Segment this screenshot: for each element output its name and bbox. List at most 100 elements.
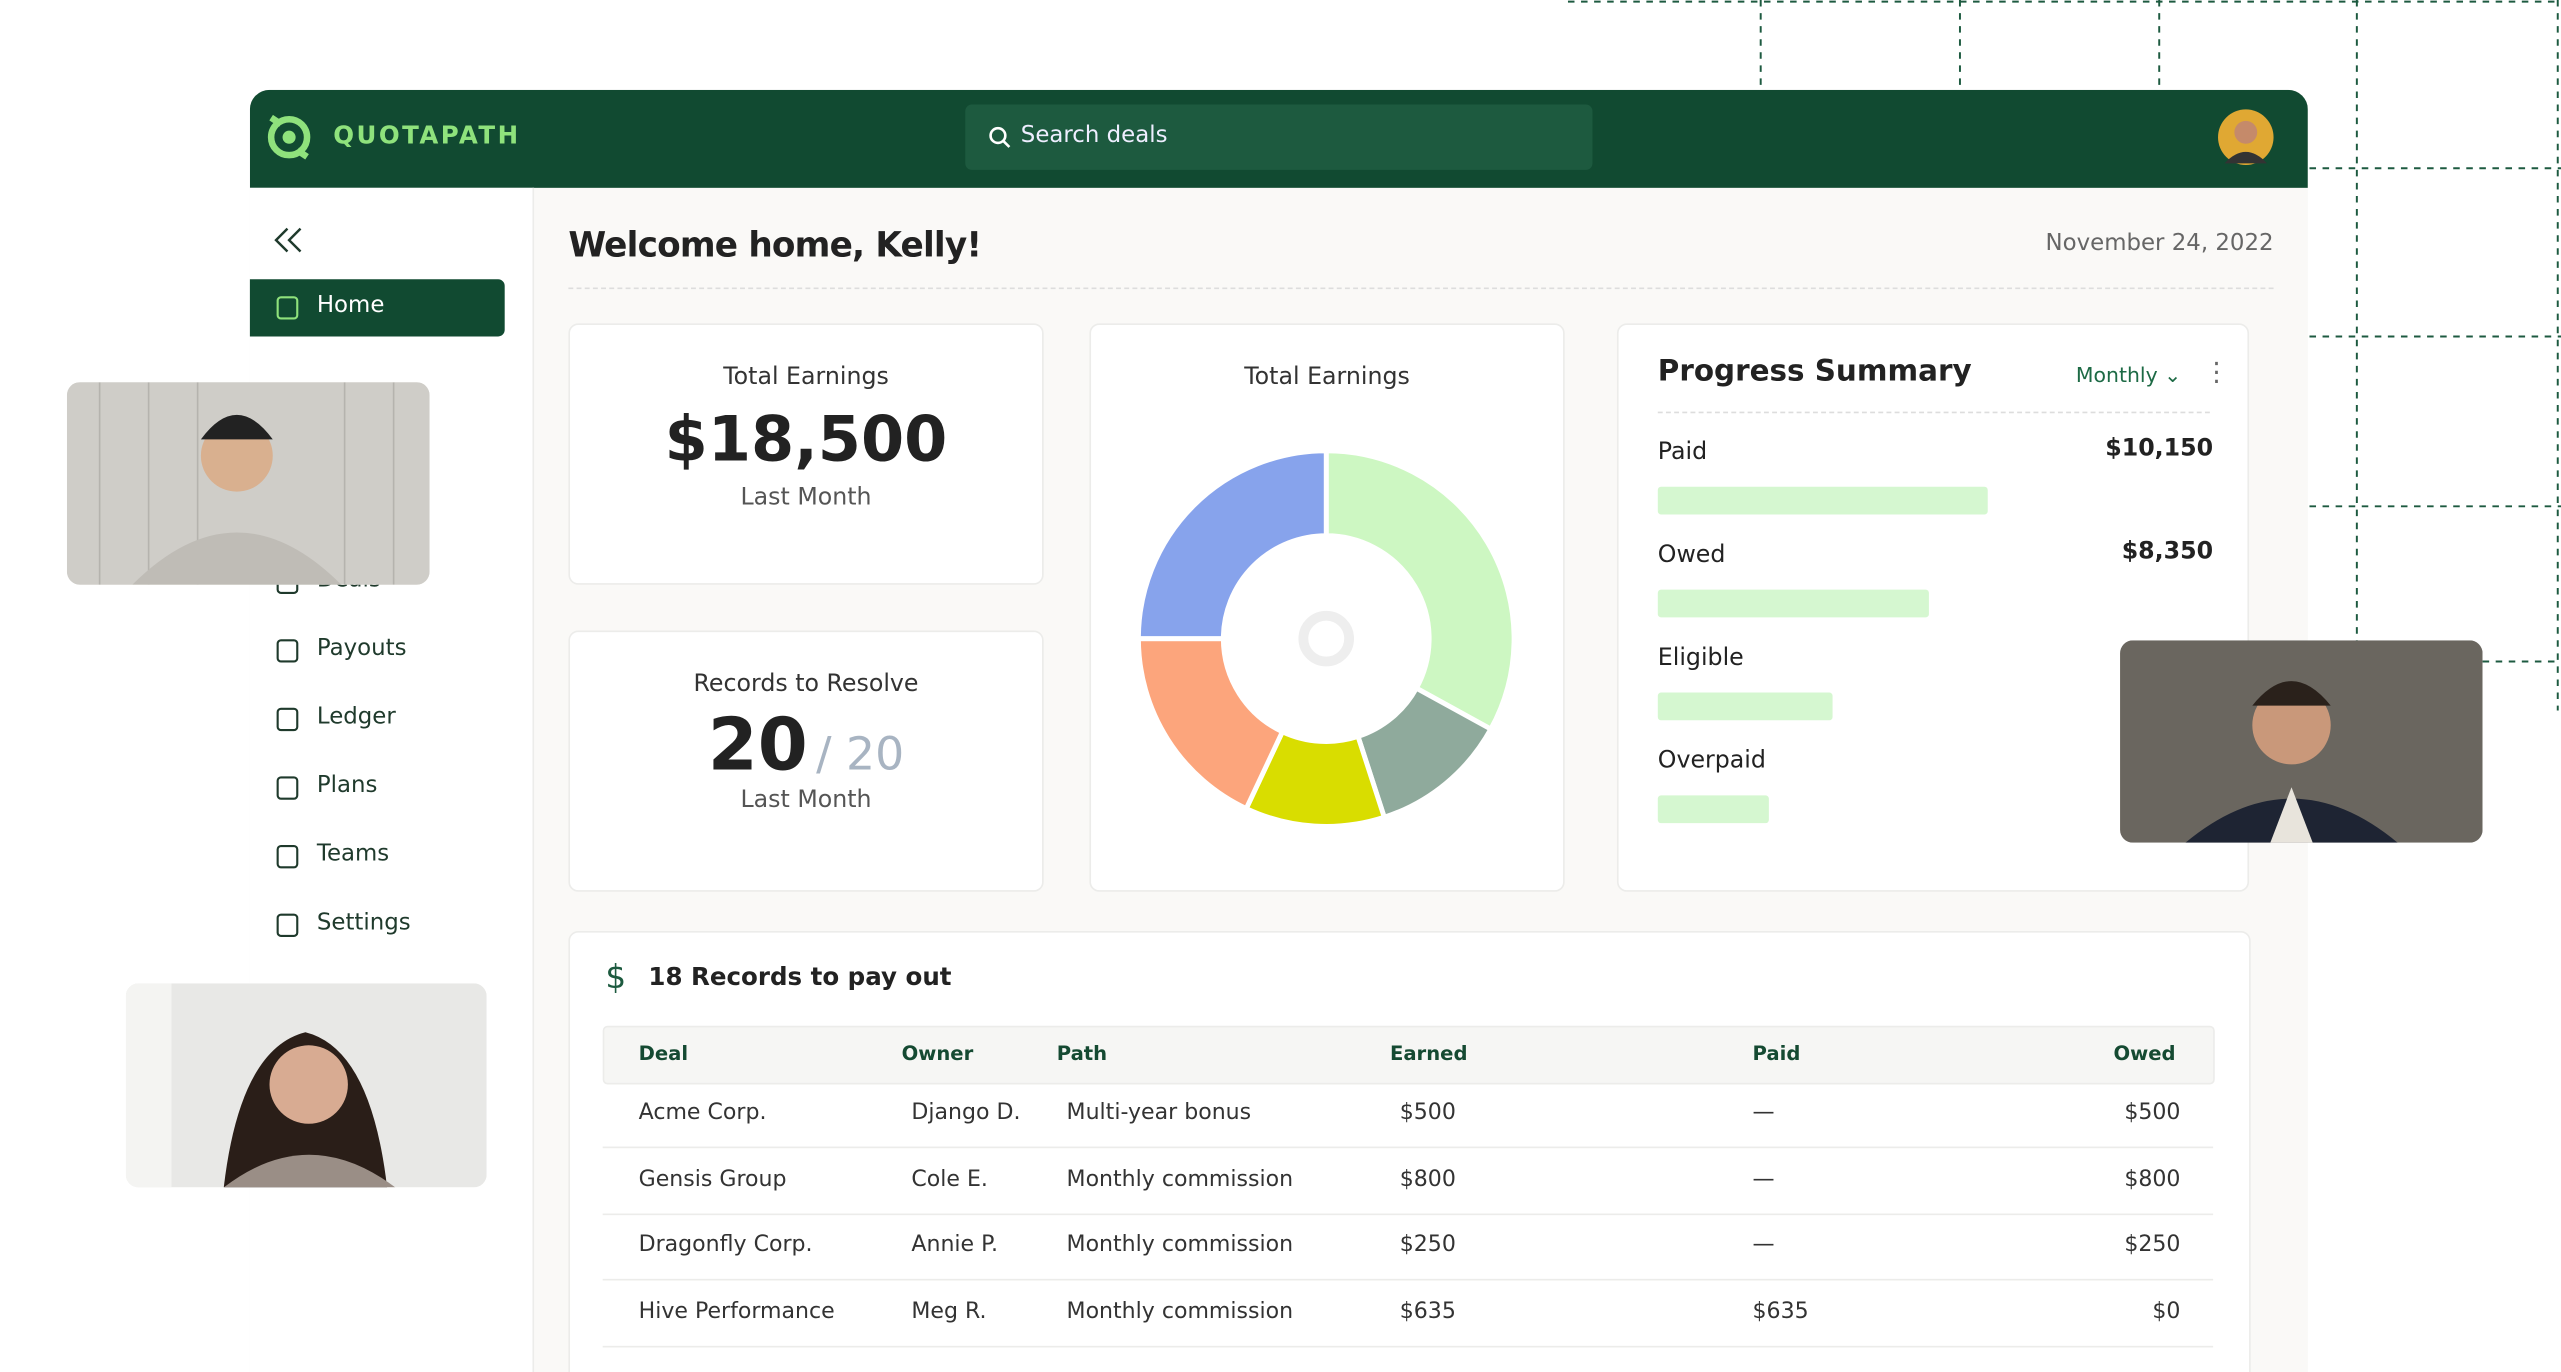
welcome: Welcome home, Kelly!	[568, 225, 982, 265]
column-header: Owed	[2113, 1042, 2176, 1065]
search-icon	[989, 126, 1011, 148]
table-cell: $800	[2124, 1165, 2181, 1192]
nav-icon	[276, 913, 299, 937]
search-placeholder: Search deals	[1020, 122, 1168, 149]
nav-icon	[276, 296, 299, 320]
nav-icon	[276, 707, 299, 732]
table-cell: Gensis Group	[638, 1165, 787, 1192]
nav-item[interactable]: Plans	[316, 772, 378, 799]
table-cell: Monthly commission	[1066, 1165, 1294, 1192]
divider	[568, 287, 2274, 290]
table-cell: Monthly commission	[1066, 1231, 1294, 1258]
donut-card: Total Earnings	[1089, 323, 1565, 892]
progress-label: Paid	[1657, 439, 1708, 466]
row-divider	[602, 1345, 2214, 1348]
nav-icon	[276, 844, 299, 869]
row-divider	[602, 1279, 2214, 1281]
icon-shape	[276, 707, 299, 732]
dollar-icon: $	[605, 960, 626, 996]
divider	[1657, 411, 2210, 414]
donut-chart	[1135, 448, 1517, 829]
earnings-card: Total Earnings $18,500 Last Month	[568, 323, 1044, 585]
column-header: Path	[1056, 1042, 1108, 1065]
table-cell: —	[1752, 1165, 1775, 1192]
table-cell: —	[1752, 1099, 1775, 1126]
progress-label: Overpaid	[1657, 748, 1766, 775]
column-header: Earned	[1389, 1042, 1468, 1065]
search-box[interactable]: Search deals	[965, 104, 1593, 170]
progress-bar	[1657, 486, 1988, 515]
nav-icon	[276, 776, 299, 800]
table-cell: $800	[1399, 1165, 1456, 1192]
logo	[267, 114, 311, 160]
collapse-icon[interactable]	[271, 225, 307, 254]
card-value: 20	[707, 703, 808, 788]
icon-shape	[276, 913, 299, 937]
nav-icon	[276, 639, 299, 663]
donut-segment	[1135, 448, 1329, 642]
table-cell: —	[1752, 1231, 1775, 1258]
table-cell: Dragonfly Corp.	[638, 1231, 813, 1258]
nav-item[interactable]: Ledger	[316, 703, 396, 731]
nav-item[interactable]: Payouts	[316, 635, 407, 662]
donut-title: Total Earnings	[1244, 364, 1410, 391]
progress-label: Eligible	[1657, 645, 1744, 672]
row-divider	[602, 1212, 2214, 1215]
nav-item[interactable]: Settings	[316, 909, 411, 936]
column-header: Paid	[1752, 1042, 1801, 1065]
table-cell: $500	[2124, 1099, 2181, 1126]
progress-value: $10,150	[2105, 436, 2214, 463]
video-participant	[66, 382, 430, 585]
icon-shape	[276, 639, 299, 663]
table-card: $ 18 Records to pay out Deal Owner Path Ear…	[568, 930, 2251, 1372]
svg-text:$: $	[605, 960, 626, 996]
progress-bar	[1657, 795, 1769, 824]
video-participant	[125, 983, 487, 1188]
table-cell: $635	[1752, 1298, 1809, 1325]
table-cell: Monthly commission	[1066, 1298, 1294, 1325]
table-header	[602, 1025, 2215, 1085]
card-period: Last Month	[740, 787, 872, 814]
user-avatar[interactable]	[2216, 108, 2275, 167]
table-cell: Annie P.	[911, 1231, 998, 1258]
period-dropdown[interactable]: Monthly ⌄	[2075, 362, 2182, 388]
table-cell: $250	[2124, 1231, 2181, 1258]
column-header: Deal	[638, 1042, 689, 1065]
table-title: 18 Records to pay out	[648, 962, 952, 992]
table-cell: Meg R.	[911, 1298, 987, 1325]
nav-active	[249, 279, 505, 337]
period-label: Monthly	[2075, 362, 2158, 388]
row-divider	[602, 1146, 2214, 1149]
card-value: $18,500	[664, 403, 948, 476]
card-total: / 20	[816, 726, 905, 781]
icon-shape	[276, 776, 299, 800]
records-card: Records to Resolve 20 / 20 Last Month	[568, 630, 1044, 892]
card-title: Records to Resolve	[693, 671, 919, 698]
donut-segment	[1323, 448, 1517, 733]
nav-item[interactable]: Home	[316, 292, 385, 319]
table-cell: Acme Corp.	[638, 1099, 767, 1126]
progress-bar	[1657, 589, 1929, 618]
donut-segment	[1135, 636, 1286, 812]
icon-shape	[276, 296, 299, 320]
card-title: Total Earnings	[723, 364, 889, 391]
progress-label: Owed	[1657, 542, 1726, 569]
column-header: Owner	[901, 1042, 974, 1065]
table-cell: $635	[1399, 1298, 1456, 1325]
table-cell: $500	[1399, 1099, 1456, 1126]
table-cell: Cole E.	[911, 1165, 988, 1192]
video-participant	[2120, 640, 2483, 843]
date: November 24, 2022	[2045, 230, 2274, 257]
card-period: Last Month	[740, 485, 872, 512]
table-cell: Multi-year bonus	[1066, 1099, 1252, 1126]
icon-shape	[276, 844, 299, 869]
nav-item[interactable]: Teams	[316, 841, 390, 868]
table-cell: Django D.	[911, 1099, 1021, 1126]
table-cell: $0	[2152, 1298, 2181, 1325]
table-cell: $250	[1399, 1231, 1456, 1258]
more-menu[interactable]: ⋮	[2203, 356, 2230, 388]
progress-title: Progress Summary	[1657, 354, 1972, 389]
